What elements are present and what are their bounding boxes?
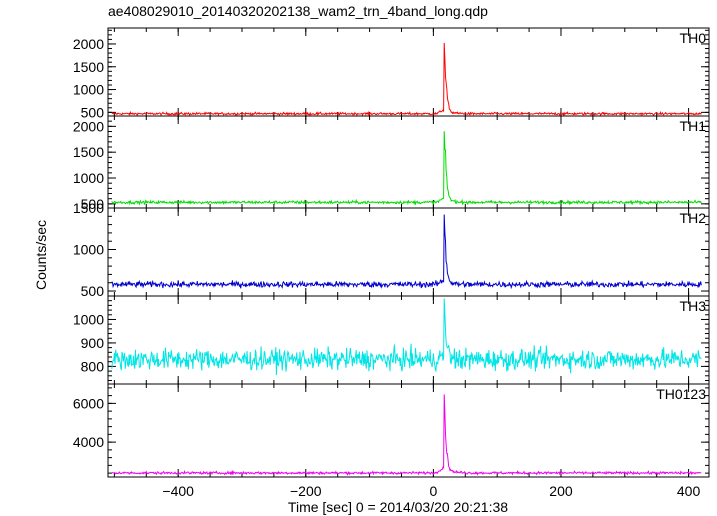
series-line-TH3 (111, 298, 702, 376)
x-tick-label: −400 (162, 483, 194, 499)
series-line-TH1 (111, 131, 702, 206)
x-tick-label: 200 (549, 483, 573, 499)
panel-label-TH1: TH1 (680, 118, 707, 134)
y-tick-label-TH1: 500 (81, 196, 105, 212)
y-tick-label-TH1: 1000 (73, 170, 104, 186)
y-axis-title: Counts/sec (33, 220, 49, 290)
y-tick-label-TH3: 900 (81, 335, 105, 351)
y-tick-label-TH2: 500 (81, 283, 105, 299)
y-tick-label-TH2: 1500 (73, 200, 104, 216)
panel-frame-TH1 (107, 115, 710, 209)
x-tick-label: −200 (290, 483, 322, 499)
panel-label-TH0: TH0 (680, 30, 707, 46)
panel-label-TH0123: TH0123 (656, 386, 706, 402)
panel-frame-TH0 (107, 27, 710, 117)
y-tick-label-TH0123: 4000 (73, 434, 104, 450)
series-line-TH0123 (111, 394, 702, 476)
y-tick-label-TH3: 1000 (73, 311, 104, 327)
panel-label-TH3: TH3 (680, 298, 707, 314)
y-tick-label-TH2: 1000 (73, 242, 104, 258)
y-tick-label-TH0: 1500 (73, 59, 104, 75)
series-line-TH2 (111, 214, 702, 290)
series-line-TH0 (111, 42, 702, 117)
panel-label-TH2: TH2 (680, 210, 707, 226)
x-tick-label: 0 (429, 483, 437, 499)
y-tick-label-TH0123: 6000 (73, 395, 104, 411)
y-tick-label-TH1: 1500 (73, 144, 104, 160)
y-tick-label-TH0: 2000 (73, 36, 104, 52)
panel-frame-TH0123 (107, 383, 710, 478)
x-axis-title: Time [sec] 0 = 2014/03/20 20:21:38 (288, 499, 508, 515)
panel-frame-TH3 (107, 295, 710, 385)
x-tick-label: 400 (677, 483, 701, 499)
y-tick-label-TH0: 1000 (73, 82, 104, 98)
y-tick-label-TH0: 500 (81, 104, 105, 120)
y-tick-label-TH1: 2000 (73, 118, 104, 134)
y-tick-label-TH3: 800 (81, 358, 105, 374)
page-title: ae408029010_20140320202138_wam2_trn_4ban… (108, 3, 488, 19)
